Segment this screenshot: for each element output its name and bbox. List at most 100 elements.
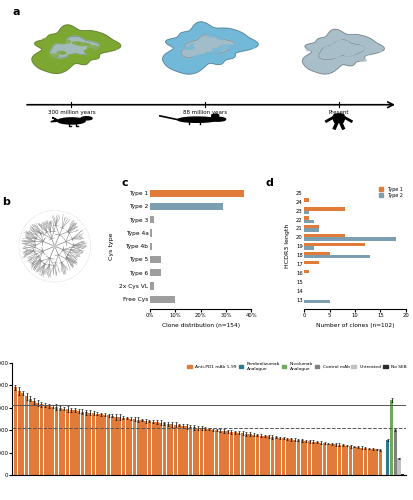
Circle shape (211, 53, 218, 55)
Circle shape (329, 36, 339, 40)
Circle shape (230, 48, 236, 50)
Circle shape (318, 44, 327, 46)
Bar (150, 230, 152, 236)
Bar (322, 443, 325, 475)
Bar (370, 449, 374, 475)
Bar (66, 409, 69, 475)
Circle shape (336, 38, 341, 40)
Circle shape (61, 52, 66, 54)
Bar (51, 406, 54, 475)
Circle shape (69, 56, 78, 59)
Circle shape (204, 30, 216, 34)
Bar (244, 434, 247, 475)
Circle shape (68, 54, 72, 56)
Bar (285, 438, 288, 475)
X-axis label: Number of clones (n=102): Number of clones (n=102) (315, 324, 393, 328)
Circle shape (189, 44, 194, 45)
Bar (21, 393, 24, 475)
Bar (192, 428, 195, 475)
Bar (237, 433, 240, 475)
Bar (326, 444, 329, 475)
Circle shape (362, 52, 369, 54)
Text: d: d (265, 178, 273, 188)
Bar (296, 440, 299, 475)
Bar (140, 420, 143, 475)
Circle shape (335, 40, 342, 42)
Circle shape (185, 46, 194, 49)
Polygon shape (333, 114, 343, 117)
Circle shape (213, 50, 221, 52)
Legend: Anti-PD1 mAb 1-99, Pembrolizumab
Analogue, Nivolumab
Analogue, Control mAb, Untr: Anti-PD1 mAb 1-99, Pembrolizumab Analogu… (186, 362, 406, 371)
Bar (315, 442, 318, 475)
Bar (99, 414, 102, 475)
Circle shape (48, 36, 59, 38)
Polygon shape (81, 117, 92, 120)
Bar (196, 428, 199, 475)
Circle shape (92, 58, 97, 59)
Bar (103, 414, 106, 475)
Bar (81, 412, 84, 475)
Bar (352, 446, 355, 475)
Bar (396, 458, 400, 475)
Bar (88, 412, 91, 475)
Circle shape (85, 44, 90, 46)
Y-axis label: HCDR3 length: HCDR3 length (285, 224, 290, 268)
Bar (58, 408, 62, 475)
Bar (274, 438, 277, 475)
Bar (233, 432, 236, 475)
Bar (389, 400, 392, 475)
Bar (159, 422, 162, 475)
Bar (304, 225, 318, 228)
Bar (348, 446, 351, 475)
Bar (144, 420, 147, 475)
Circle shape (344, 58, 351, 60)
Bar (69, 410, 73, 475)
Bar (36, 403, 39, 475)
Bar (218, 430, 221, 475)
Circle shape (87, 48, 93, 50)
Circle shape (211, 48, 222, 51)
Bar (333, 444, 337, 475)
Bar (292, 440, 296, 475)
Bar (318, 442, 322, 475)
Circle shape (358, 59, 366, 62)
Bar (177, 425, 180, 475)
Bar (84, 412, 88, 475)
Bar (304, 252, 329, 255)
Bar (270, 437, 273, 475)
Bar (304, 220, 313, 223)
Circle shape (223, 34, 237, 38)
Circle shape (64, 58, 72, 60)
Polygon shape (210, 118, 225, 121)
Circle shape (327, 42, 332, 44)
Polygon shape (51, 118, 57, 122)
Bar (304, 234, 344, 237)
Bar (25, 396, 28, 475)
Bar (92, 413, 95, 475)
Bar (304, 238, 394, 240)
Circle shape (53, 244, 57, 248)
Bar (374, 450, 377, 475)
Circle shape (218, 38, 223, 40)
Bar (17, 391, 21, 475)
Polygon shape (181, 34, 235, 58)
Bar (129, 418, 132, 475)
Bar (307, 442, 311, 475)
Circle shape (219, 45, 231, 49)
Circle shape (228, 44, 241, 49)
Bar (229, 432, 233, 475)
Bar (133, 419, 136, 475)
Circle shape (76, 42, 86, 45)
Circle shape (326, 46, 333, 49)
Bar (211, 430, 214, 475)
Polygon shape (50, 36, 99, 58)
Bar (32, 401, 36, 475)
Bar (150, 282, 153, 290)
Circle shape (189, 62, 195, 64)
Text: Present: Present (328, 110, 348, 116)
X-axis label: Clone distribution (n=154): Clone distribution (n=154) (161, 324, 239, 328)
Circle shape (193, 56, 204, 59)
Bar (363, 448, 366, 475)
Bar (393, 430, 396, 475)
Bar (150, 269, 161, 276)
